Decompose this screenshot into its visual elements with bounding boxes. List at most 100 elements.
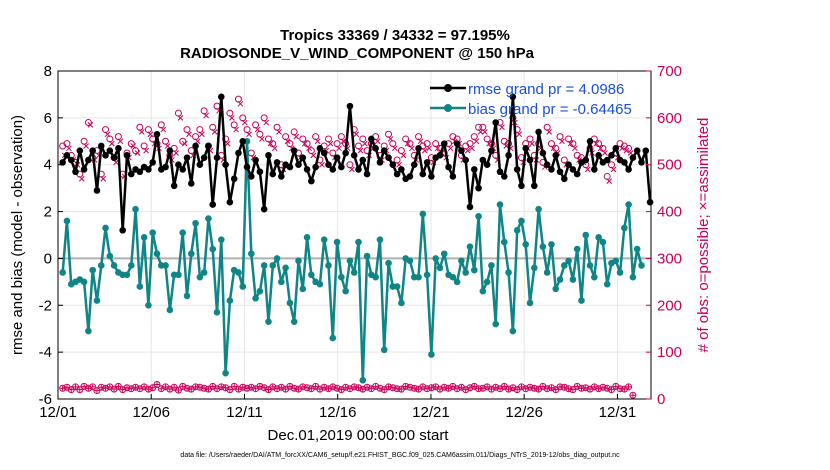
obs-possible-marker	[243, 384, 251, 392]
bias-point	[552, 285, 560, 293]
bias-point	[200, 269, 208, 276]
rmse-point	[269, 170, 277, 178]
y2-tick-label: 100	[657, 344, 682, 361]
rmse-point	[179, 166, 187, 173]
obs-possible-marker	[114, 382, 122, 390]
obs-assimilated-marker	[77, 387, 83, 393]
bias-point	[192, 219, 199, 227]
rmse-point	[222, 161, 229, 169]
y-tick-label: 4	[44, 157, 52, 174]
obs-assimilated-marker	[199, 131, 205, 138]
bias-point	[359, 376, 367, 384]
rmse-point	[625, 166, 632, 173]
obs-assimilated-marker	[417, 138, 424, 145]
obs-possible-marker	[166, 385, 174, 393]
obs-assimilated-marker	[387, 136, 394, 142]
rmse-point	[72, 168, 79, 176]
rmse-point	[458, 147, 465, 154]
rmse-point	[342, 149, 349, 157]
obs-assimilated-marker	[231, 383, 237, 389]
obs-assimilated-marker	[610, 166, 617, 173]
obs-assimilated-marker	[602, 150, 608, 156]
obs-assimilated-marker	[340, 138, 347, 145]
obs-assimilated-marker	[229, 115, 235, 121]
obs-possible-marker	[333, 384, 341, 392]
bias-point	[398, 299, 405, 307]
rmse-point	[406, 173, 414, 180]
y-tick-label: -2	[39, 297, 52, 314]
obs-possible-marker	[324, 385, 332, 393]
y-axis-label: rmse and bias (model - observation)	[9, 115, 26, 355]
obs-assimilated-marker	[374, 138, 381, 145]
obs-assimilated-marker	[570, 387, 576, 393]
rmse-point	[303, 166, 311, 173]
obs-possible-marker	[526, 383, 534, 391]
bias-point	[183, 292, 191, 300]
obs-possible-marker	[286, 382, 294, 390]
obs-possible-marker	[376, 384, 384, 392]
obs-assimilated-marker	[398, 386, 404, 392]
bias-point	[63, 217, 71, 225]
rmse-point	[603, 156, 611, 164]
obs-assimilated-marker	[613, 383, 619, 389]
obs-assimilated-marker	[336, 145, 342, 152]
x-tick-label: 12/11	[226, 404, 262, 421]
bias-point	[518, 217, 525, 225]
obs-assimilated-marker	[117, 138, 124, 145]
obs-assimilated-marker	[87, 122, 94, 128]
obs-possible-marker	[179, 382, 187, 390]
obs-assimilated-marker	[108, 140, 115, 147]
rmse-point	[226, 198, 234, 206]
bias-point	[475, 212, 482, 220]
bias-point	[136, 283, 144, 290]
rmse-point	[67, 156, 75, 164]
x-axis-label: Dec.01,2019 00:00:00 start	[268, 427, 450, 444]
obs-assimilated-marker	[68, 387, 74, 393]
bias-point	[196, 273, 204, 281]
x-tick-label: 12/26	[505, 404, 543, 421]
bias-point	[621, 224, 628, 232]
rmse-point	[256, 168, 264, 176]
obs-assimilated-marker	[237, 100, 244, 107]
legend: rmse grand pr = 4.0986 bias grand pr = -…	[430, 81, 632, 118]
obs-assimilated-marker	[181, 140, 188, 147]
obs-possible-marker	[153, 380, 161, 388]
bias-point	[432, 255, 439, 262]
bias-point	[543, 269, 551, 276]
obs-possible-marker	[492, 383, 500, 391]
bias-point	[488, 262, 495, 269]
rmse-point	[248, 173, 255, 180]
y2-tick-label: 400	[657, 204, 682, 221]
rmse-point	[453, 140, 461, 147]
rmse-point	[170, 182, 178, 190]
y2-tick-label: 700	[657, 63, 682, 80]
bias-point	[239, 283, 247, 290]
rmse-point	[642, 147, 650, 154]
rmse-point	[612, 145, 620, 152]
rmse-point	[346, 102, 354, 110]
obs-assimilated-marker	[267, 140, 274, 147]
rmse-point	[372, 145, 379, 152]
obs-assimilated-marker	[186, 131, 192, 138]
obs-assimilated-marker	[319, 161, 325, 168]
bias-point	[299, 285, 307, 293]
rmse-point	[230, 175, 238, 183]
obs-assimilated-marker	[587, 386, 593, 392]
obs-possible-marker	[440, 383, 448, 391]
obs-possible-marker	[76, 386, 84, 394]
bias-point	[595, 234, 602, 241]
chart-title: Tropics 33369 / 34332 = 97.195%	[280, 27, 510, 44]
rmse-point	[621, 159, 628, 166]
obs-assimilated-marker	[433, 384, 439, 390]
bias-point	[333, 238, 341, 246]
bias-point	[269, 262, 277, 269]
obs-assimilated-marker	[546, 129, 553, 135]
bias-point	[380, 346, 388, 354]
obs-assimilated-marker	[471, 383, 477, 389]
rmse-point	[110, 154, 118, 161]
bias-point	[213, 309, 221, 316]
obs-assimilated-marker	[481, 129, 488, 135]
rmse-point	[196, 161, 204, 169]
obs-assimilated-marker	[253, 386, 259, 392]
